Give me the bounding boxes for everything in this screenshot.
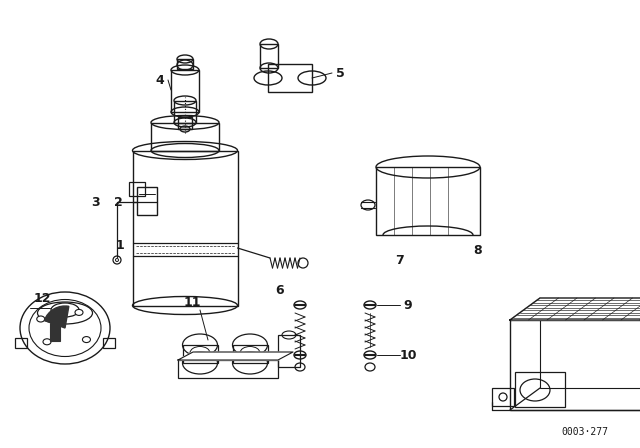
Bar	[376, 167, 480, 235]
Bar	[178, 117, 192, 129]
Text: 0003·277: 0003·277	[561, 427, 608, 437]
Text: 1: 1	[116, 238, 124, 251]
Bar	[492, 388, 514, 406]
Bar	[182, 345, 218, 363]
Text: 3: 3	[91, 195, 99, 208]
Ellipse shape	[36, 316, 45, 322]
Text: 5: 5	[335, 66, 344, 79]
Text: 7: 7	[396, 254, 404, 267]
Bar	[15, 338, 27, 348]
Ellipse shape	[43, 339, 51, 345]
Bar	[515, 372, 565, 407]
Text: 12: 12	[33, 292, 51, 305]
Bar	[132, 151, 237, 306]
Text: 10: 10	[399, 349, 417, 362]
Bar	[540, 298, 640, 388]
Bar	[151, 122, 219, 151]
Polygon shape	[178, 352, 293, 360]
Text: 11: 11	[183, 296, 201, 309]
Bar	[129, 182, 145, 196]
Bar	[50, 323, 60, 341]
Bar	[278, 335, 300, 367]
Text: 6: 6	[276, 284, 284, 297]
Bar	[178, 360, 278, 378]
Bar	[510, 320, 640, 410]
Bar	[103, 338, 115, 348]
Bar	[171, 70, 199, 112]
Text: 9: 9	[404, 298, 412, 311]
Bar	[177, 59, 193, 69]
Bar	[232, 345, 268, 363]
Bar	[174, 100, 196, 122]
Text: 4: 4	[156, 73, 164, 86]
Bar	[268, 64, 312, 92]
Ellipse shape	[75, 310, 83, 315]
Bar	[260, 44, 278, 68]
Text: 8: 8	[474, 244, 483, 257]
Wedge shape	[44, 306, 69, 328]
Text: 2: 2	[114, 195, 122, 208]
Bar	[137, 187, 157, 215]
Polygon shape	[510, 298, 640, 320]
Ellipse shape	[83, 336, 90, 343]
